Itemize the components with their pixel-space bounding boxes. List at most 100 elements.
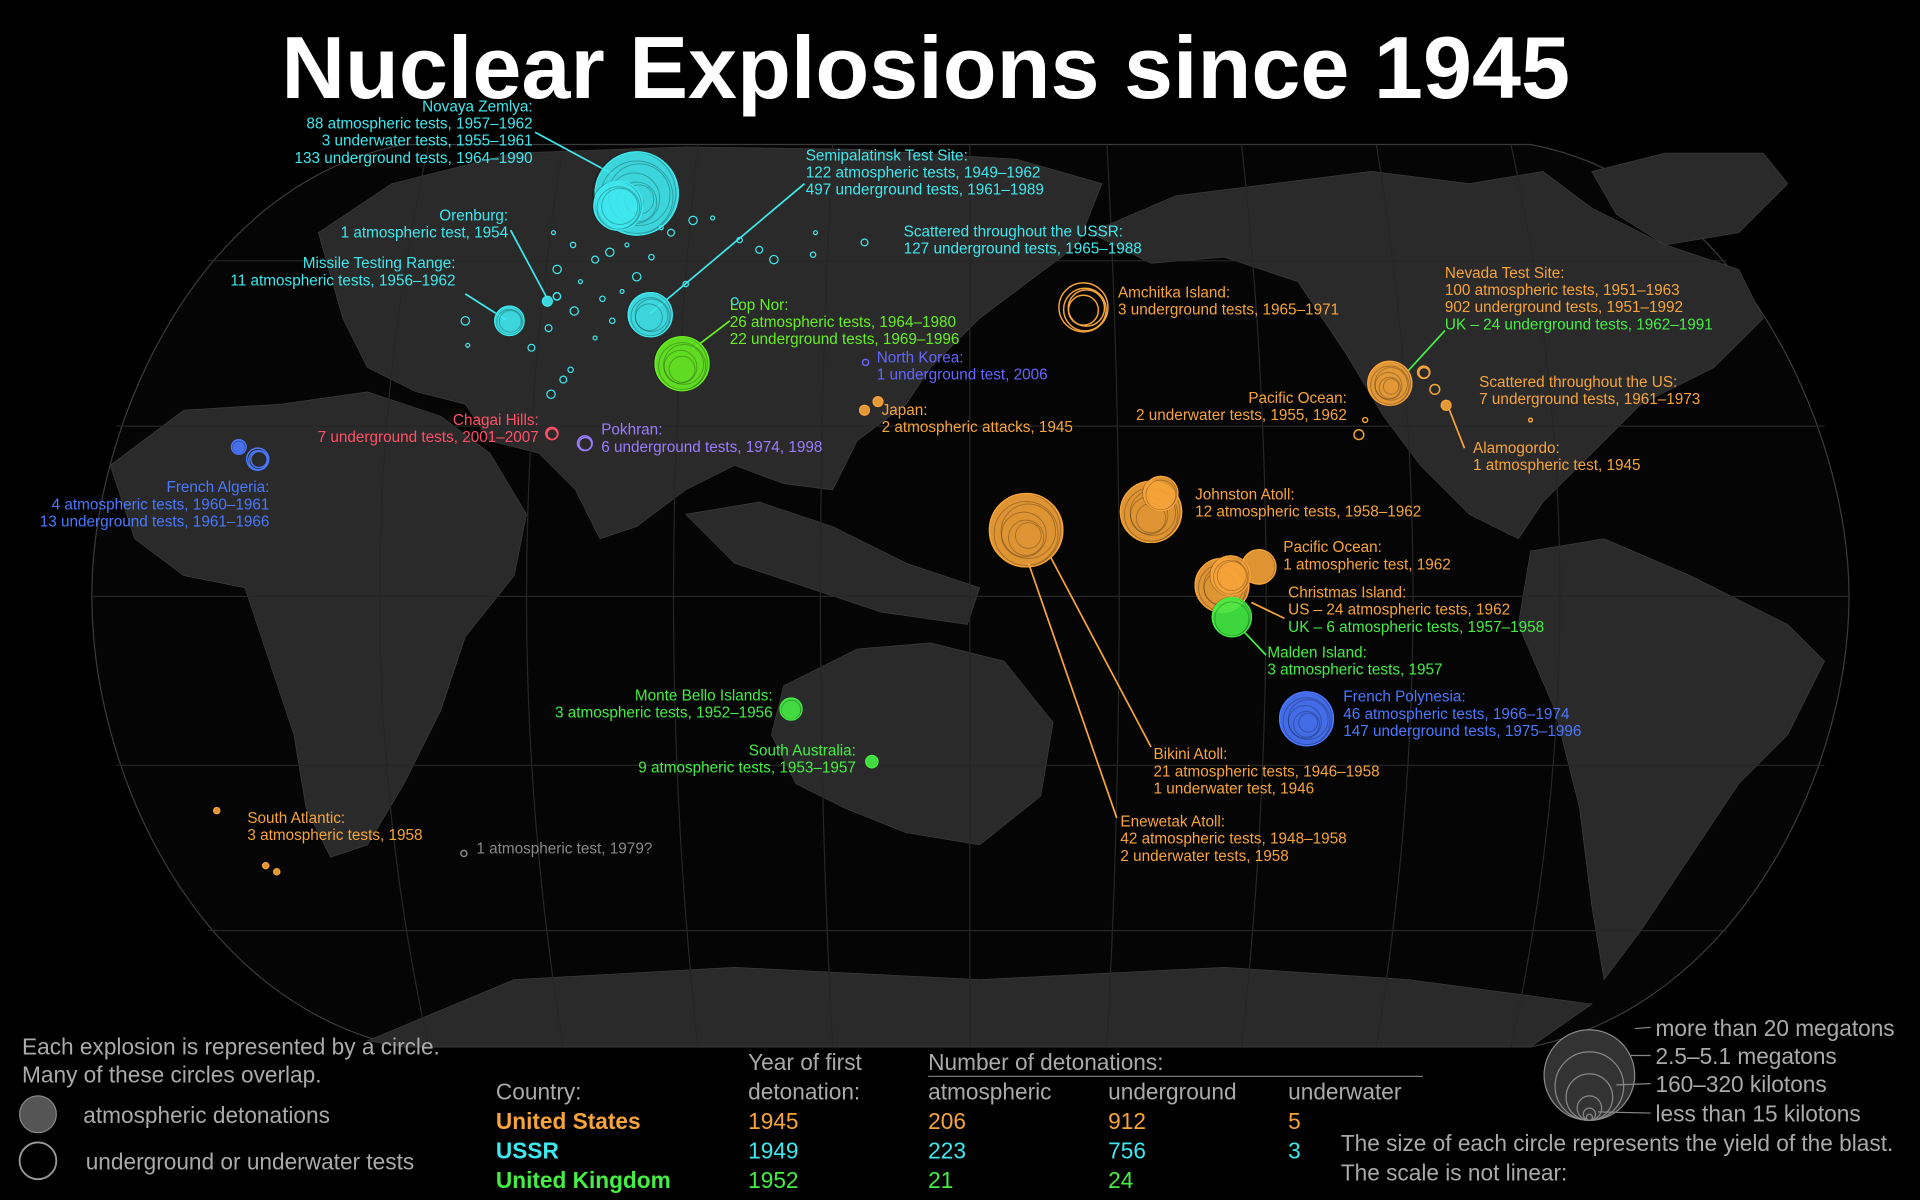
table-cell: 24 bbox=[1108, 1167, 1133, 1193]
explosion-ring bbox=[1440, 399, 1452, 411]
site-name: South Australia: bbox=[749, 743, 856, 760]
explosion-ring bbox=[663, 344, 705, 385]
explosion-ring bbox=[248, 449, 269, 471]
site-detail: 1 underground test, 2006 bbox=[877, 367, 1048, 384]
explosion-ring bbox=[577, 279, 583, 285]
explosion-ring bbox=[688, 215, 698, 226]
leader-line bbox=[1405, 330, 1446, 375]
explosion-ring bbox=[1213, 559, 1249, 595]
site-name: Amchitka Island: bbox=[1118, 285, 1230, 302]
explosion-ring bbox=[230, 438, 247, 455]
site-name: Bikini Atoll: bbox=[1153, 746, 1227, 763]
table-cell: 1952 bbox=[748, 1167, 798, 1193]
explosion-ring bbox=[1211, 596, 1253, 638]
explosion-ring bbox=[460, 849, 468, 858]
table-header: Number of detonations: bbox=[928, 1049, 1163, 1075]
explosion-ring bbox=[559, 375, 568, 384]
site-name: Scattered throughout the USSR: bbox=[904, 223, 1123, 240]
explosion-ring bbox=[1353, 429, 1365, 441]
site-detail: UK – 24 underground tests, 1962–1991 bbox=[1445, 316, 1713, 333]
site-detail: 22 underground tests, 1969–1996 bbox=[730, 331, 960, 348]
site-detail: 88 atmospheric tests, 1957–1962 bbox=[306, 116, 532, 133]
site-detail: 7 underground tests, 1961–1973 bbox=[1479, 391, 1700, 408]
leader-line bbox=[1027, 562, 1118, 819]
explosion-ring bbox=[569, 306, 580, 316]
site-detail: 1 atmospheric test, 1979? bbox=[476, 840, 652, 857]
explosion-ring bbox=[1278, 691, 1335, 747]
site-detail: UK – 6 atmospheric tests, 1957–1958 bbox=[1288, 619, 1544, 636]
site-name: French Polynesia: bbox=[1343, 689, 1465, 706]
explosion-ring bbox=[755, 245, 764, 254]
explosion-ring bbox=[1001, 511, 1047, 558]
site-name: Enewetak Atoll: bbox=[1120, 814, 1225, 831]
site-detail: 2 underwater tests, 1958 bbox=[1120, 848, 1288, 865]
north-america bbox=[1088, 171, 1764, 540]
grid-line bbox=[379, 144, 1561, 1048]
site-detail: 902 underground tests, 1951–1992 bbox=[1445, 299, 1683, 316]
explosion-ring bbox=[544, 324, 553, 333]
site-detail: 11 atmospheric tests, 1956–1962 bbox=[230, 272, 455, 289]
site-name: Orenburg: bbox=[439, 207, 508, 224]
site-detail: 3 atmospheric tests, 1952–1956 bbox=[555, 705, 773, 722]
table-header: underwater bbox=[1288, 1079, 1402, 1105]
explosion-ring bbox=[599, 295, 606, 303]
explosion-ring bbox=[1374, 367, 1408, 401]
leader-line bbox=[1447, 407, 1466, 449]
legend-note: Each explosion is represented by a circl… bbox=[22, 1033, 440, 1059]
explosion-ring bbox=[1014, 522, 1042, 549]
site-detail: 1 atmospheric test, 1962 bbox=[1283, 556, 1451, 573]
site-detail: 133 underground tests, 1964–1990 bbox=[294, 150, 532, 167]
explosion-ring bbox=[601, 187, 639, 226]
leader-line bbox=[649, 183, 806, 315]
explosion-ring bbox=[861, 358, 870, 367]
site-name: Semipalatinsk Test Site: bbox=[806, 147, 968, 164]
site-detail: 3 atmospheric tests, 1958 bbox=[247, 827, 422, 844]
site-name: Novaya Zemlya: bbox=[422, 98, 533, 115]
legend-and-table: Each explosion is represented by a circl… bbox=[18, 1015, 1895, 1193]
explosion-ring bbox=[460, 316, 471, 326]
explosion-ring bbox=[552, 264, 562, 275]
explosion-ring bbox=[569, 241, 577, 249]
site-detail: 13 underground tests, 1961–1966 bbox=[40, 514, 270, 531]
explosion-ring bbox=[1210, 555, 1251, 596]
scale-label: 160–320 kilotons bbox=[1656, 1071, 1827, 1097]
explosion-ring bbox=[654, 336, 710, 392]
explosion-ring bbox=[541, 295, 553, 307]
explosion-ring bbox=[648, 253, 655, 261]
site-name: Alamogordo: bbox=[1473, 440, 1560, 457]
table-header: atmospheric bbox=[928, 1079, 1051, 1105]
explosion-ring bbox=[1287, 699, 1329, 740]
explosion-ring bbox=[550, 230, 557, 236]
explosion-ring bbox=[682, 280, 690, 288]
site-detail: 3 underground tests, 1965–1971 bbox=[1118, 302, 1339, 319]
explosion-ring bbox=[658, 225, 664, 231]
explosion-ring bbox=[809, 251, 817, 259]
site-detail: 2 atmospheric attacks, 1945 bbox=[882, 419, 1073, 436]
greenland bbox=[1591, 152, 1789, 246]
explosion-ring bbox=[666, 228, 676, 237]
scale-label: more than 20 megatons bbox=[1656, 1015, 1895, 1041]
explosion-ring bbox=[1216, 561, 1247, 592]
table-header: Country: bbox=[496, 1079, 582, 1105]
explosion-ring bbox=[1382, 378, 1400, 395]
table-cell: 223 bbox=[928, 1137, 966, 1163]
explosion-ring bbox=[546, 389, 556, 400]
site-detail: US – 24 atmospheric tests, 1962 bbox=[1288, 602, 1510, 619]
explosion-ring bbox=[769, 254, 779, 265]
explosion-ring bbox=[1067, 294, 1100, 326]
site-detail: 3 underwater tests, 1955–1961 bbox=[322, 133, 533, 150]
table-header: underground bbox=[1108, 1079, 1236, 1105]
explosion-ring bbox=[578, 436, 593, 452]
explosion-ring bbox=[527, 343, 536, 352]
scale-leader bbox=[1616, 1083, 1651, 1086]
site-detail: 100 atmospheric tests, 1951–1963 bbox=[1445, 282, 1680, 299]
site-name: Monte Bello Islands: bbox=[635, 687, 773, 704]
explosion-ring bbox=[262, 862, 270, 870]
scale-leader bbox=[1597, 1111, 1651, 1114]
site-name: Chagai Hills: bbox=[453, 412, 539, 429]
site-name: Johnston Atoll: bbox=[1195, 487, 1295, 504]
explosion-ring bbox=[1000, 503, 1056, 559]
site-detail: 9 atmospheric tests, 1953–1957 bbox=[638, 760, 856, 777]
graticule bbox=[91, 144, 1849, 1048]
legend-filled-circle bbox=[18, 1095, 57, 1134]
